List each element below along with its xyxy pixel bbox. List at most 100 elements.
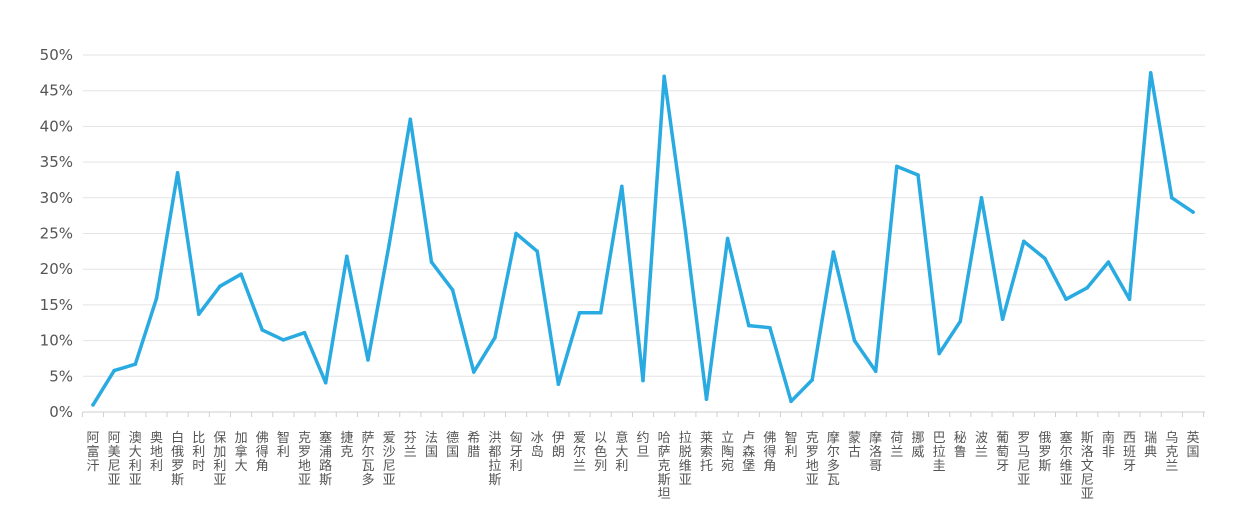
data-point (112, 368, 116, 373)
y-tick-label: 35% (40, 153, 73, 171)
x-tick-label: 保加利亚 (213, 431, 226, 488)
x-tick-label: 约旦 (636, 431, 649, 460)
x-tick-label: 荷兰 (890, 431, 903, 460)
data-point (810, 378, 815, 382)
x-tick-label: 克罗地亚 (806, 431, 819, 488)
data-point (175, 171, 180, 175)
x-tick-label: 加拿大 (235, 431, 248, 474)
data-point (218, 284, 222, 289)
x-tick-label: 法国 (425, 431, 438, 460)
data-point (662, 74, 666, 79)
data-point (577, 310, 582, 315)
data-point (154, 296, 159, 301)
data-point (323, 380, 328, 385)
x-tick-label: 比利时 (192, 431, 205, 474)
data-point (387, 242, 391, 247)
x-tick-label: 波兰 (975, 431, 988, 460)
x-tick-label: 葡萄牙 (996, 431, 1009, 474)
x-tick-label: 匈牙利 (510, 431, 523, 474)
x-tick-label: 罗马尼亚 (1017, 431, 1030, 488)
data-point (704, 397, 709, 401)
x-tick-label: 卢森堡 (742, 430, 755, 474)
x-tick-label: 智利 (277, 431, 290, 460)
data-point (429, 260, 434, 264)
y-tick-label: 15% (40, 296, 73, 314)
data-point (302, 330, 307, 335)
x-tick-label: 摩洛哥 (869, 430, 882, 474)
x-tick-label: 哈萨克斯坦 (658, 431, 671, 502)
y-axis-ticks: 0% 5% 10% 15% 20% 25% 30% 35% 40% 45% 50% (40, 46, 73, 421)
x-tick-label: 爱尔兰 (573, 431, 586, 474)
x-tick-label: 蒙古 (848, 431, 861, 460)
data-point (598, 310, 603, 315)
x-tick-label: 芬兰 (404, 431, 417, 460)
data-point (895, 164, 899, 169)
data-point (789, 399, 793, 404)
x-tick-label: 冰岛 (531, 431, 544, 460)
y-tick-label: 30% (40, 189, 73, 207)
y-tick-label: 5% (49, 367, 73, 385)
x-tick-label: 洪都拉斯 (488, 431, 501, 488)
data-point (260, 328, 265, 332)
data-point (1191, 210, 1195, 214)
data-point (831, 250, 836, 254)
data-point (852, 338, 857, 343)
y-tick-label: 0% (49, 403, 73, 421)
data-point (514, 231, 518, 236)
x-tick-label: 奥地利 (150, 431, 163, 474)
x-tick-label: 拉脱维亚 (679, 431, 692, 488)
x-tick-label: 阿富汗 (86, 431, 99, 474)
data-point (620, 184, 624, 189)
x-tick-label: 佛得角 (763, 431, 776, 474)
x-tick-label: 克罗地亚 (298, 431, 311, 488)
data-point (1064, 297, 1068, 301)
x-tick-label: 摩尔多瓦 (827, 430, 840, 488)
data-point (1043, 256, 1047, 261)
y-tick-label: 10% (40, 332, 73, 350)
data-point (768, 325, 772, 330)
x-tick-label: 意大利 (615, 430, 628, 474)
data-point (345, 254, 349, 259)
data-point (1085, 285, 1090, 290)
data-point (979, 196, 984, 200)
data-point (535, 249, 540, 254)
x-tick-label: 萨尔瓦多 (361, 431, 374, 488)
data-point (1106, 260, 1111, 264)
data-point (683, 228, 688, 232)
x-tick-label: 塞尔维亚 (1060, 430, 1073, 488)
data-point (641, 378, 645, 383)
x-tick-label: 莱索托 (700, 431, 713, 474)
x-tick-label: 乌克兰 (1165, 430, 1178, 474)
x-tick-label: 捷克 (340, 431, 353, 460)
series-layer (91, 71, 1195, 407)
data-point (366, 358, 370, 362)
grid-layer (81, 54, 1205, 417)
data-point (958, 319, 963, 324)
data-point (1170, 196, 1174, 200)
data-point (196, 312, 201, 316)
data-point (281, 338, 286, 342)
x-tick-label: 希腊 (467, 431, 480, 460)
x-tick-label: 瑞典 (1144, 431, 1157, 460)
data-point (725, 236, 730, 241)
x-tick-label: 英国 (1186, 431, 1199, 460)
data-point (1127, 297, 1132, 301)
data-point (556, 382, 561, 386)
y-tick-label: 50% (40, 46, 73, 64)
x-tick-label: 挪威 (911, 431, 924, 460)
data-point (239, 272, 243, 276)
x-tick-label: 俄罗斯 (1038, 431, 1051, 474)
x-tick-label: 斯洛文尼亚 (1081, 431, 1094, 502)
x-tick-label: 巴拉圭 (933, 431, 946, 474)
x-tick-label: 白俄罗斯 (171, 430, 184, 488)
x-tick-label: 以色列 (594, 431, 607, 474)
data-point (450, 288, 455, 292)
data-point (1148, 71, 1153, 75)
x-tick-label: 立陶宛 (721, 431, 734, 474)
data-point (873, 369, 878, 374)
x-tick-label: 佛得角 (256, 431, 269, 474)
data-point (471, 370, 476, 374)
x-tick-label: 塞浦路斯 (319, 430, 332, 488)
